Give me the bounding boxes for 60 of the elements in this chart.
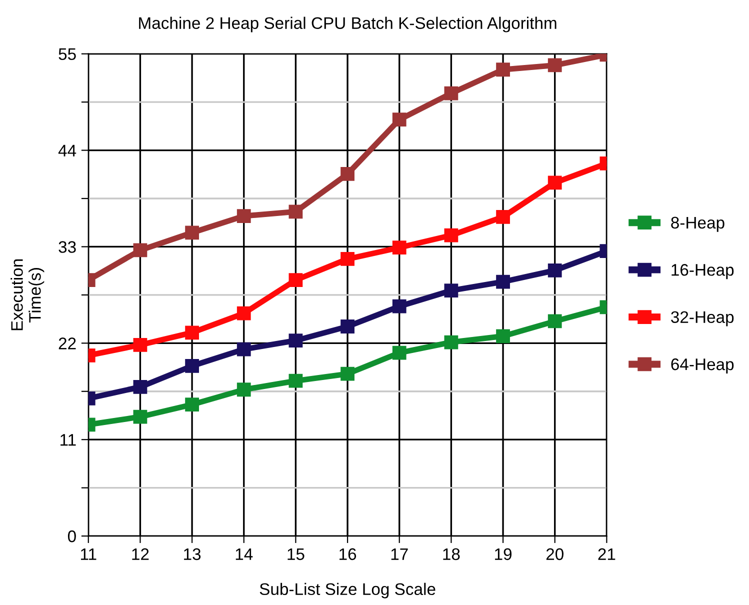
point <box>496 62 510 77</box>
chart-title: Machine 2 Heap Serial CPU Batch K-Selection Algorithm <box>139 16 556 32</box>
point <box>496 329 510 344</box>
point <box>444 228 458 242</box>
y-tick-label: 33 <box>58 241 76 253</box>
x-tick-label: 21 <box>598 548 616 560</box>
point <box>340 252 354 266</box>
x-tick-label: 19 <box>495 548 512 560</box>
point <box>185 226 199 240</box>
y-tick-label: 0 <box>68 530 76 542</box>
point <box>340 320 354 334</box>
x-tick-label: 18 <box>443 548 460 560</box>
point <box>236 342 251 356</box>
point <box>236 306 251 320</box>
x-tick-label: 17 <box>391 548 408 560</box>
x-tick-label: 11 <box>81 548 96 560</box>
point <box>340 366 354 381</box>
y-axis-title: Execution Time(s) <box>10 259 44 330</box>
point <box>133 338 148 352</box>
point <box>548 176 562 190</box>
point <box>392 346 406 360</box>
point <box>496 210 510 224</box>
y-tick-label: 22 <box>58 338 76 350</box>
y-tick-label: 44 <box>58 144 76 156</box>
point <box>392 112 406 127</box>
point <box>392 299 406 314</box>
point <box>236 382 251 397</box>
point <box>548 58 562 72</box>
point <box>288 204 303 219</box>
legend-label: 16-Heap <box>672 264 734 280</box>
x-tick-label: 15 <box>288 548 304 560</box>
x-tick-label: 16 <box>340 548 356 560</box>
point <box>496 274 510 289</box>
point <box>288 273 303 287</box>
point <box>548 263 562 278</box>
x-tick-label: 14 <box>236 548 253 560</box>
y-tick-label: 11 <box>60 434 76 446</box>
point <box>185 326 199 340</box>
x-axis-title: Sub-List Size Log Scale <box>260 582 436 598</box>
point <box>236 209 251 223</box>
point <box>133 410 148 424</box>
legend-label: 64-Heap <box>671 358 734 374</box>
point <box>444 335 458 350</box>
point <box>340 167 354 181</box>
point <box>133 243 148 258</box>
point <box>444 86 458 100</box>
x-tick-label: 12 <box>132 548 149 560</box>
y-tick-label: 55 <box>58 48 76 60</box>
x-tick-label: 20 <box>546 548 564 560</box>
point <box>444 284 458 298</box>
legend-label: 32-Heap <box>671 311 734 326</box>
x-tick-label: 13 <box>184 548 201 560</box>
point <box>392 240 406 255</box>
point <box>185 359 199 373</box>
point <box>185 398 199 412</box>
point <box>548 314 562 328</box>
point <box>288 334 303 348</box>
point <box>288 374 303 388</box>
legend-label: 8-Heap <box>671 216 724 232</box>
point <box>133 380 148 394</box>
